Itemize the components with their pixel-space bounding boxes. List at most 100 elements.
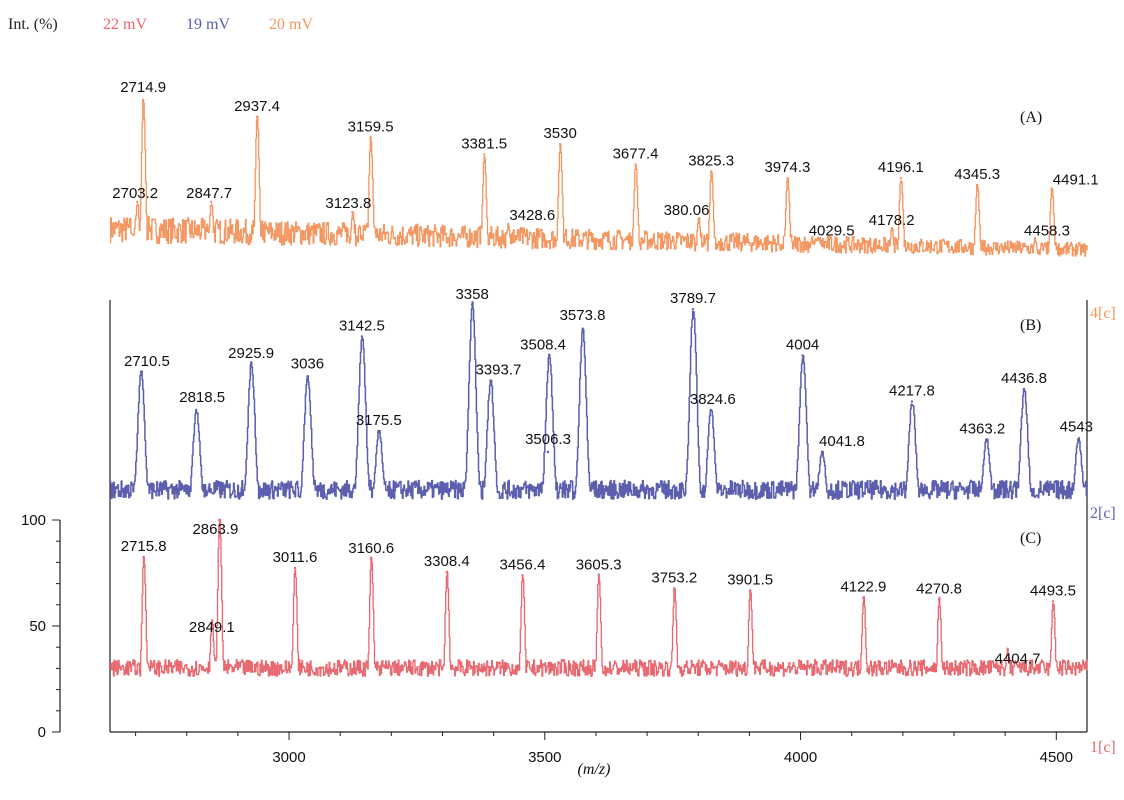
peak-label: 3428.6 <box>509 207 555 224</box>
panel-label-b: (B) <box>1020 317 1041 334</box>
peak-point <box>293 566 297 570</box>
legend-item-22mv: 22 mV <box>103 16 147 33</box>
peak-point <box>142 555 145 559</box>
x-axis-label: (m/z) <box>578 761 611 778</box>
right-label-4c: 4[c] <box>1090 305 1116 322</box>
peak-point <box>581 329 584 332</box>
peak-point <box>862 596 865 599</box>
peak-point <box>709 170 713 173</box>
peak-label: 3159.5 <box>348 118 394 135</box>
peak-label: 2703.2 <box>112 185 158 202</box>
peak-point <box>139 371 143 374</box>
series-layer <box>109 98 1088 677</box>
peak-label: 3381.5 <box>461 135 507 152</box>
legend-item-20mv: 20 mV <box>269 16 313 33</box>
peak-label: 3456.4 <box>500 557 546 574</box>
peak-label: 3605.3 <box>576 557 622 574</box>
y-tick-label: 50 <box>29 618 46 635</box>
peak-point <box>691 308 695 311</box>
peak-point <box>306 375 309 378</box>
peak-point <box>1022 387 1026 391</box>
peak-point <box>975 183 979 187</box>
peak-label: 3160.6 <box>348 540 394 557</box>
x-ticks: 3000 3500 4000 4500 <box>135 732 1073 766</box>
peak-point <box>546 450 550 454</box>
peak-label: 3506.3 <box>525 431 571 448</box>
peak-point <box>369 557 373 561</box>
series-line-19mv <box>109 301 1088 500</box>
peak-point <box>255 115 259 119</box>
peak-point <box>1006 648 1009 651</box>
peak-point <box>194 408 198 412</box>
peak-point <box>210 620 214 623</box>
peak-label: 2710.5 <box>124 353 170 370</box>
peak-point <box>748 589 752 592</box>
legend-title: Int. (%) <box>8 16 58 33</box>
y-ticks: 0 50 100 <box>21 512 60 741</box>
y-tick-label: 0 <box>38 724 46 741</box>
right-label-1c: 1[c] <box>1090 739 1116 756</box>
axes: 0 50 100 3000 3500 4000 4500 (m/z) <box>21 300 1088 778</box>
peak-label: 3530 <box>543 125 576 142</box>
x-tick-label: 4500 <box>1040 749 1073 766</box>
peak-label-layer: 2714.9 2937.4 3159.5 3381.5 3530 3677.4 3825.3… <box>112 79 1098 668</box>
peak-label: 3175.5 <box>356 412 402 429</box>
peak-label: 2714.9 <box>120 79 166 96</box>
peak-label: 2849.1 <box>189 619 235 636</box>
peak-point <box>910 400 914 403</box>
peak-point <box>218 518 221 522</box>
peak-label: 4196.1 <box>878 159 924 176</box>
peak-label: 2715.8 <box>121 538 167 555</box>
peak-label: 3393.7 <box>475 362 521 379</box>
peak-point <box>890 228 893 231</box>
peak-point <box>377 429 381 433</box>
peak-point <box>470 303 474 307</box>
peak-point <box>985 438 988 441</box>
peak-point <box>786 177 789 180</box>
peak-point <box>814 238 817 241</box>
peak-label: 4363.2 <box>959 420 1005 437</box>
peak-point <box>1050 187 1053 190</box>
peak-label: 3123.8 <box>325 195 371 212</box>
peak-point <box>249 362 253 365</box>
peak-point <box>141 98 145 102</box>
peak-label: 4029.5 <box>809 222 855 239</box>
peak-label: 3825.3 <box>688 152 734 169</box>
y-tick-label: 100 <box>21 512 46 529</box>
peak-label: 3358 <box>455 286 488 303</box>
peak-point <box>801 354 804 357</box>
series-line-20mv <box>110 100 1088 257</box>
x-tick-label: 3500 <box>528 749 561 766</box>
peak-label: 4404.7 <box>995 651 1041 668</box>
peak-point <box>507 222 510 226</box>
legend: Int. (%) 22 mV 19 mV 20 mV <box>8 16 313 33</box>
peak-label: 3573.8 <box>560 307 606 324</box>
peak-label: 4270.8 <box>916 581 962 598</box>
peak-label: 4217.8 <box>889 383 935 400</box>
peak-label: 3011.6 <box>273 549 318 566</box>
peak-label: 380.06 <box>664 202 710 219</box>
peak-label: 2863.9 <box>192 521 238 538</box>
peak-point <box>937 598 941 601</box>
peak-label: 4004 <box>786 336 819 353</box>
peak-label: 3308.4 <box>424 553 470 570</box>
peak-label: 4122.9 <box>840 579 886 596</box>
peak-label: 4491.1 <box>1053 171 1099 188</box>
peak-point <box>673 587 676 590</box>
peak-point <box>899 177 903 180</box>
peak-label: 4458.3 <box>1024 222 1070 239</box>
peak-label: 2818.5 <box>179 389 225 406</box>
peak-label: 2847.7 <box>186 185 232 202</box>
peak-label: 4436.8 <box>1001 370 1047 387</box>
peak-label: 3974.3 <box>764 159 810 176</box>
right-label-2c: 2[c] <box>1090 505 1116 522</box>
peak-point <box>820 450 824 454</box>
peak-label: 4493.5 <box>1030 582 1076 599</box>
peak-point <box>558 143 562 146</box>
peak-label: 2925.9 <box>228 345 274 362</box>
peak-point <box>547 354 551 357</box>
peak-label: 3142.5 <box>339 318 385 335</box>
peak-point <box>482 153 486 156</box>
peak-point <box>709 408 713 412</box>
